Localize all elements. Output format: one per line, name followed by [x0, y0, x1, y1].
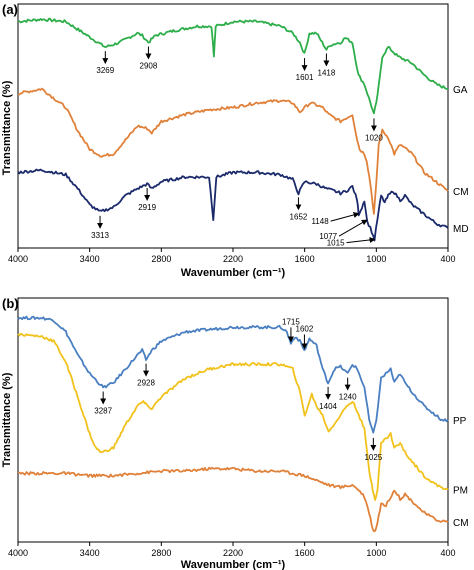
series-line-md — [17, 168, 449, 242]
peak-label: 1418 — [318, 68, 336, 77]
x-tick-label: 4000 — [8, 254, 28, 264]
panel-b-x-axis-title: Wavenumber (cm⁻¹) — [181, 559, 286, 570]
x-tick-label: 2800 — [151, 548, 171, 558]
peak-label: 1020 — [365, 133, 383, 142]
peak-label: 3287 — [94, 407, 112, 416]
peak-label: 2919 — [138, 203, 156, 212]
panel-b-x-ticks: 4000 3400 2800 2200 1600 1000 400 — [8, 542, 456, 558]
peak-arrow — [330, 212, 360, 222]
peak-label: 1601 — [296, 73, 314, 82]
peak-label: 3269 — [96, 66, 114, 75]
series-label-md: MD — [453, 224, 469, 235]
panel-a-series — [17, 17, 449, 242]
x-tick-label: 1000 — [366, 254, 386, 264]
x-tick-label: 4000 — [8, 548, 28, 558]
peak-label: 2908 — [140, 61, 158, 70]
panel-b-y-axis-title: Transmittance (%) — [1, 372, 13, 467]
panel-a: (a) Transmittance (%) Wavenumber (cm⁻¹) … — [1, 2, 469, 279]
panel-b: (b) Transmittance (%) Wavenumber (cm⁻¹) … — [1, 296, 469, 570]
peak-label: 1602 — [296, 324, 314, 333]
series-label-pp: PP — [453, 416, 467, 427]
peak-label: 1652 — [290, 212, 308, 221]
x-tick-label: 1000 — [366, 548, 386, 558]
panel-b-series-labels: PP PM CM — [453, 416, 469, 529]
x-tick-label: 2200 — [223, 254, 243, 264]
series-label-cm: CM — [453, 187, 469, 198]
x-tick-label: 400 — [440, 254, 455, 264]
series-label-pm: PM — [453, 486, 468, 497]
series-line-pp — [17, 315, 449, 434]
series-line-ga — [17, 17, 449, 115]
peak-label: 1077 — [319, 232, 337, 241]
panel-a-y-axis-title: Transmittance (%) — [1, 80, 13, 175]
peak-arrow — [346, 237, 376, 244]
series-label-cm: CM — [453, 518, 469, 529]
peak-arrow — [338, 219, 368, 237]
panel-a-label: (a) — [2, 2, 18, 17]
peak-label: 1240 — [339, 393, 357, 402]
peak-label: 1025 — [364, 453, 382, 462]
series-line-pm — [17, 332, 449, 501]
x-tick-label: 400 — [440, 548, 455, 558]
series-label-ga: GA — [453, 85, 468, 96]
peak-label: 1715 — [282, 317, 300, 326]
peak-label: 2928 — [137, 379, 155, 388]
panel-a-series-labels: GA CM MD — [453, 85, 469, 235]
panel-a-x-ticks: 4000 3400 2800 2200 1600 1000 400 — [8, 248, 456, 264]
x-tick-label: 2800 — [151, 254, 171, 264]
panel-a-x-axis-title: Wavenumber (cm⁻¹) — [181, 267, 286, 279]
x-tick-label: 3400 — [80, 548, 100, 558]
peak-label: 1404 — [319, 402, 337, 411]
peak-label: 1015 — [327, 239, 345, 248]
panel-b-label: (b) — [2, 296, 19, 311]
panel-a-plot-frame — [17, 3, 449, 249]
peak-label: 1148 — [311, 217, 329, 226]
series-line-cm — [17, 87, 449, 215]
panel-b-series — [17, 315, 449, 532]
series-line-cm — [17, 466, 449, 532]
x-tick-label: 2200 — [223, 548, 243, 558]
x-tick-label: 1600 — [295, 254, 315, 264]
x-tick-label: 3400 — [80, 254, 100, 264]
peak-label: 3313 — [91, 231, 109, 240]
x-tick-label: 1600 — [295, 548, 315, 558]
